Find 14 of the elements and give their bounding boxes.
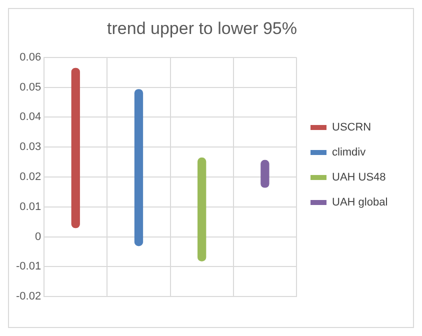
y-tick-label: 0.06 — [20, 51, 42, 64]
y-tick-label: 0.05 — [20, 81, 42, 94]
chart-title: trend upper to lower 95% — [107, 18, 297, 38]
y-tick-label: 0.03 — [20, 141, 42, 154]
legend-label: UAH global — [332, 196, 388, 209]
y-tick-label: 0.01 — [20, 200, 42, 213]
y-tick-label: -0.01 — [16, 260, 42, 273]
legend-label: UAH US48 — [332, 172, 386, 184]
legend-label: USCRN — [332, 122, 372, 134]
y-tick-label: 0 — [34, 230, 42, 243]
y-tick-label: 0.02 — [20, 171, 42, 184]
y-tick-label: 0.04 — [20, 111, 42, 124]
legend-label: climdiv — [332, 146, 366, 159]
y-tick-label: -0.02 — [16, 290, 42, 303]
